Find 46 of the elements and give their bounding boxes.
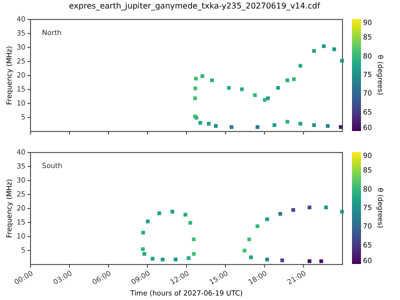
- point: [298, 122, 302, 126]
- point: [298, 64, 302, 68]
- point: [141, 230, 145, 235]
- point: [292, 77, 296, 82]
- point: [291, 208, 296, 212]
- point: [193, 96, 197, 100]
- point: [186, 256, 190, 260]
- point: [253, 93, 257, 98]
- point: [286, 78, 290, 82]
- point: [340, 58, 344, 63]
- point: [146, 220, 150, 224]
- point: [262, 98, 267, 102]
- point: [174, 258, 178, 262]
- point: [227, 86, 231, 90]
- point: [198, 121, 202, 125]
- point: [194, 76, 198, 81]
- point: [324, 206, 328, 210]
- point: [249, 255, 253, 260]
- point: [256, 125, 260, 129]
- point: [265, 258, 269, 262]
- point: [286, 120, 290, 124]
- point: [308, 206, 312, 210]
- point: [340, 210, 344, 214]
- point: [272, 123, 276, 127]
- point: [276, 86, 280, 90]
- point: [266, 96, 270, 100]
- point: [278, 212, 282, 216]
- point: [312, 123, 316, 127]
- point: [214, 124, 218, 128]
- point: [265, 217, 269, 222]
- point: [200, 74, 204, 78]
- chart-title: expres_earth_jupiter_ganymede_txka-y235_20270619_v14.cdf: [69, 2, 320, 10]
- point: [240, 87, 244, 92]
- point: [142, 252, 146, 256]
- point: [192, 252, 196, 256]
- point: [312, 49, 316, 53]
- point: [160, 258, 164, 262]
- point: [230, 125, 234, 129]
- point: [326, 124, 330, 128]
- point: [256, 224, 260, 228]
- point: [338, 125, 343, 129]
- point: [242, 248, 246, 252]
- point: [210, 78, 214, 82]
- point: [308, 259, 312, 264]
- point: [150, 256, 154, 261]
- point: [193, 86, 198, 90]
